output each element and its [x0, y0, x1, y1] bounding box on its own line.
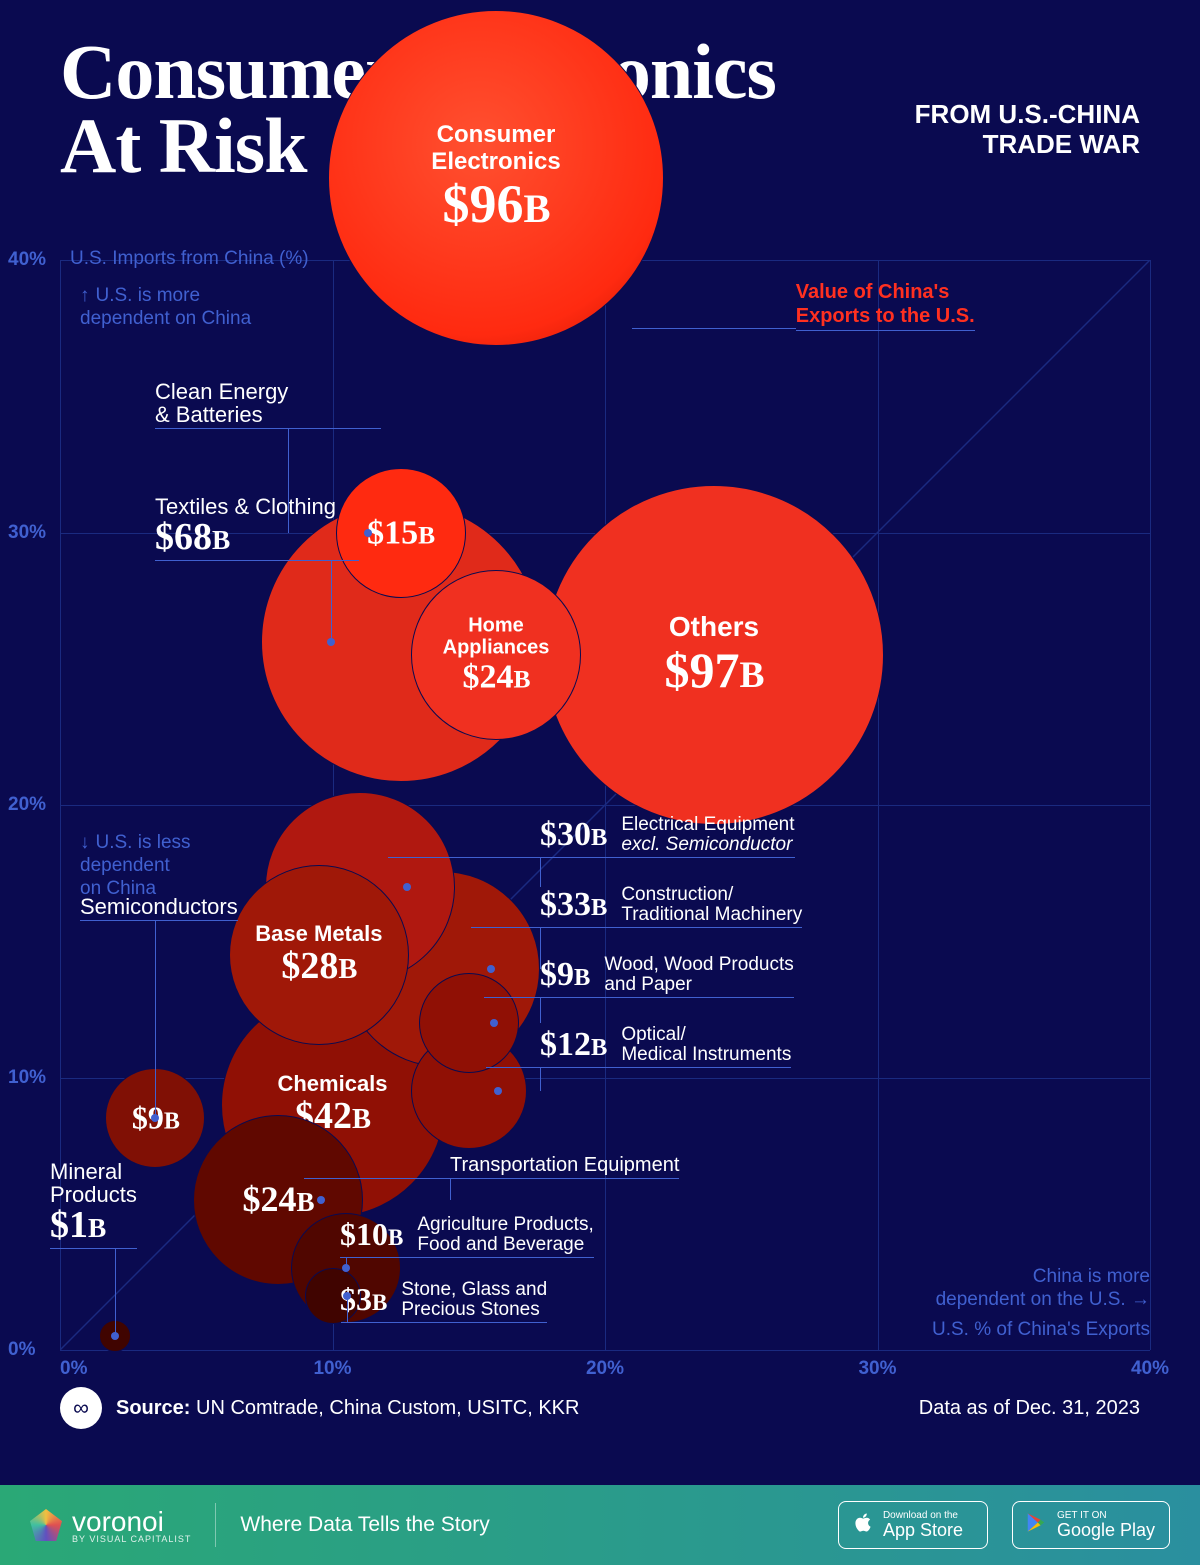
y-tick-label: 10%: [8, 1067, 46, 1089]
callout-stone-glass: $3B Stone, Glass andPrecious Stones: [340, 1280, 547, 1320]
underline: [50, 1248, 137, 1249]
underline: [471, 927, 802, 928]
x-tick-label: 20%: [586, 1358, 624, 1380]
annotation-china-more-dependent: China is moredependent on the U.S.: [936, 1266, 1150, 1312]
leader-line: [115, 1248, 116, 1336]
leader-dot: [403, 883, 411, 891]
underline: [484, 997, 794, 998]
underline: [486, 1067, 791, 1068]
y-tick-label: 20%: [8, 794, 46, 816]
bubble-consumer-electronics: ConsumerElectronics$96B: [328, 10, 664, 346]
page-subtitle: FROM U.S.-CHINATRADE WAR: [915, 100, 1140, 160]
underline: [304, 1178, 680, 1179]
gridline: [60, 1350, 1150, 1351]
leader-line: [450, 1178, 451, 1200]
brand-name: voronoi: [72, 1506, 164, 1537]
brand: voronoi BY VISUAL CAPITALIST: [30, 1506, 191, 1544]
tagline: Where Data Tells the Story: [240, 1513, 489, 1537]
callout-optical: $12B Optical/Medical Instruments: [540, 1025, 791, 1065]
leader-line: [540, 1067, 541, 1091]
leader-line: [540, 857, 541, 887]
play-store-big: Google Play: [1057, 1521, 1155, 1539]
underline: [340, 1257, 594, 1258]
leader-dot: [487, 965, 495, 973]
bubble-label: $15B: [367, 514, 434, 551]
source-text: UN Comtrade, China Custom, USITC, KKR: [196, 1397, 579, 1419]
annotation-us-less-dependent: U.S. is lessdependenton China: [80, 832, 191, 900]
callout-transportation: Transportation Equipment: [450, 1155, 679, 1176]
callout-wood: $9B Wood, Wood Productsand Paper: [540, 955, 794, 995]
source-prefix: Source:: [116, 1397, 190, 1419]
size-legend: Value of China'sExports to the U.S.: [796, 280, 975, 331]
leader-line: [331, 560, 332, 642]
callout-clean-energy: Clean Energy& Batteries: [155, 380, 288, 426]
leader-line: [288, 428, 289, 532]
leader-line: [540, 927, 541, 969]
source-row: ∞ Source: UN Comtrade, China Custom, USI…: [60, 1387, 1140, 1429]
leader-line: [155, 920, 156, 1118]
x-tick-label: 40%: [1131, 1358, 1169, 1380]
gridline: [878, 260, 879, 1350]
bubble-label: HomeAppliances$24B: [443, 614, 550, 695]
callout-semiconductors: Semiconductors: [80, 895, 238, 918]
leader-dot: [364, 529, 372, 537]
y-tick-label: 30%: [8, 522, 46, 544]
voronoi-goggles-icon: ∞: [60, 1387, 102, 1429]
bubble-base-metals: Base Metals$28B: [229, 865, 409, 1045]
callout-textiles: Textiles & Clothing $68B: [155, 495, 336, 558]
gridline: [1150, 260, 1151, 1350]
x-tick-label: 30%: [858, 1358, 896, 1380]
bubble-home-appliances: HomeAppliances$24B: [411, 570, 581, 740]
underline: [155, 428, 381, 429]
google-play-icon: [1025, 1512, 1047, 1539]
callout-mineral: MineralProducts $1B: [50, 1160, 137, 1246]
y-axis-label: U.S. Imports from China (%): [70, 248, 309, 271]
apple-icon: [851, 1511, 875, 1540]
y-tick-label: 40%: [8, 249, 46, 271]
leader-dot: [490, 1019, 498, 1027]
app-store-button[interactable]: Download on the App Store: [838, 1501, 988, 1549]
bubble-chart: 0%10%20%30%40%10%20%30%40%0%U.S. Imports…: [60, 260, 1150, 1350]
underline: [341, 1322, 547, 1323]
app-store-big: App Store: [883, 1521, 973, 1539]
leader-line: [540, 997, 541, 1023]
google-play-button[interactable]: GET IT ON Google Play: [1012, 1501, 1170, 1549]
divider: [215, 1503, 216, 1547]
leader-line: [632, 328, 796, 329]
leader-line: [346, 1257, 347, 1268]
source-date: Data as of Dec. 31, 2023: [919, 1397, 1140, 1420]
underline: [155, 560, 359, 561]
origin-label: 0%: [60, 1358, 87, 1380]
gridline: [605, 260, 606, 1350]
bubble-others: Others$97B: [544, 485, 884, 825]
bubble-label: ConsumerElectronics$96B: [431, 122, 560, 234]
bubble-clean-energy: $15B: [336, 468, 466, 598]
bubble-label: Others$97B: [664, 612, 763, 698]
callout-electrical-equipment: $30B Electrical Equipmentexcl. Semicondu…: [540, 815, 795, 855]
leader-dot: [494, 1087, 502, 1095]
underline: [388, 857, 794, 858]
bubble-wood: [419, 973, 519, 1073]
brand-sub: BY VISUAL CAPITALIST: [72, 1534, 191, 1544]
callout-agriculture: $10B Agriculture Products,Food and Bever…: [340, 1215, 594, 1255]
underline: [80, 920, 238, 921]
footer-bar: voronoi BY VISUAL CAPITALIST Where Data …: [0, 1485, 1200, 1565]
x-axis-label: U.S. % of China's Exports: [932, 1319, 1150, 1342]
leader-dot: [317, 1196, 325, 1204]
annotation-us-more-dependent: U.S. is moredependent on China: [80, 285, 251, 331]
bubble-label: $24B: [242, 1180, 313, 1220]
leader-line: [347, 1296, 348, 1322]
bubble-label: Base Metals$28B: [255, 922, 382, 988]
voronoi-logo-icon: [30, 1509, 62, 1541]
x-tick-label: 10%: [313, 1358, 351, 1380]
y-tick-label: 0%: [8, 1339, 35, 1361]
callout-construction: $33B Construction/Traditional Machinery: [540, 885, 802, 925]
